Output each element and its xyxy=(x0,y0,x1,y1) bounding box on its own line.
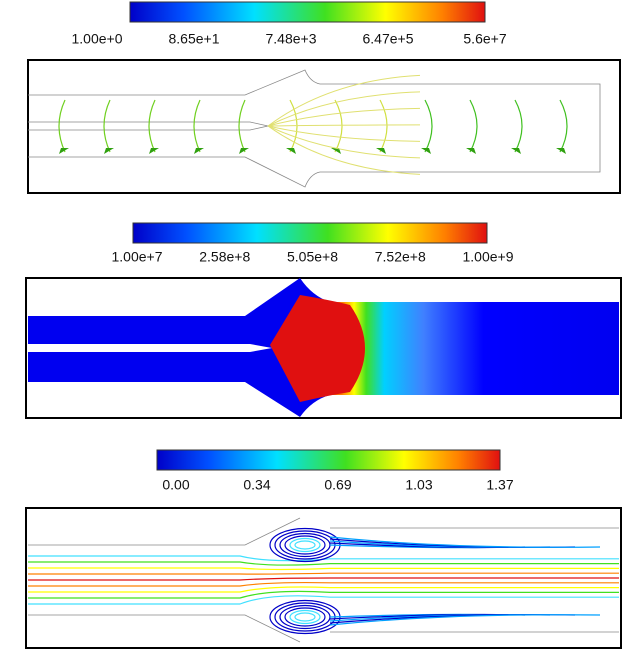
arrow xyxy=(556,148,566,154)
arrow xyxy=(286,148,296,154)
arrow xyxy=(466,148,476,154)
colorbar-tick-label: 1.00e+7 xyxy=(112,249,163,265)
streamline xyxy=(267,124,421,127)
arrow xyxy=(59,148,69,154)
streamline xyxy=(28,572,619,575)
streamline xyxy=(238,99,246,153)
streamline xyxy=(28,590,619,599)
colorbar-tick-label: 1.03 xyxy=(405,477,432,493)
streamline xyxy=(267,74,421,127)
colorbar-tick-label: 7.48e+3 xyxy=(266,31,317,47)
streamline xyxy=(469,99,478,153)
colorbar xyxy=(156,449,501,471)
arrow xyxy=(331,148,341,154)
pressure-field xyxy=(270,295,365,402)
colorbar-tick-label: 0.69 xyxy=(324,477,351,493)
pressure-field xyxy=(318,302,619,395)
streamline xyxy=(148,99,156,153)
streamline xyxy=(267,125,421,175)
arrow xyxy=(149,148,159,154)
streamlines xyxy=(28,517,619,643)
vortex xyxy=(289,609,321,625)
streamline xyxy=(28,567,619,571)
colorbar-tick-label: 1.00e+0 xyxy=(72,31,123,47)
needle xyxy=(28,344,272,352)
streamline xyxy=(514,99,523,153)
streamline xyxy=(267,125,421,159)
colorbar-tick-label: 1.37 xyxy=(486,477,513,493)
streamline xyxy=(193,99,201,153)
colorbar-tick-label: 1.00e+9 xyxy=(463,249,514,265)
colorbar-tick-label: 5.05e+8 xyxy=(287,249,338,265)
streamline xyxy=(267,125,421,142)
vortex xyxy=(294,540,316,550)
colorbar xyxy=(129,1,486,23)
streamline xyxy=(58,99,66,153)
colorbar-tick-label: 5.6e+7 xyxy=(463,31,506,47)
streamline xyxy=(559,99,568,153)
streamline xyxy=(28,595,619,605)
arrow xyxy=(239,148,249,154)
arrow xyxy=(194,148,204,154)
channel-outline xyxy=(28,517,619,643)
panel-frame xyxy=(27,59,621,194)
streamline xyxy=(103,99,111,153)
streamline xyxy=(28,561,619,566)
vortex xyxy=(294,612,316,622)
arrow xyxy=(421,148,431,154)
arrow xyxy=(104,148,114,154)
vortex xyxy=(284,607,326,627)
streamline xyxy=(267,91,421,127)
vortex-tail xyxy=(329,614,601,626)
colorbar-tick-label: 8.65e+1 xyxy=(169,31,220,47)
colorbar-tick-label: 0.34 xyxy=(243,477,270,493)
streamline xyxy=(267,107,421,127)
arrow xyxy=(511,148,521,154)
streamline xyxy=(28,555,619,562)
vortex xyxy=(284,535,326,555)
colorbar-tick-label: 6.47e+5 xyxy=(363,31,414,47)
streamline xyxy=(28,581,619,587)
vortex-tail xyxy=(329,536,601,548)
arrow xyxy=(376,148,386,154)
streamline xyxy=(424,99,433,153)
colorbar-tick-label: 0.00 xyxy=(162,477,189,493)
streamline xyxy=(28,577,619,581)
streamline xyxy=(28,586,619,593)
colorbar-tick-label: 7.52e+8 xyxy=(375,249,426,265)
colorbar-tick-label: 2.58e+8 xyxy=(199,249,250,265)
streamline xyxy=(379,99,388,153)
streamline xyxy=(334,99,343,153)
colorbar xyxy=(132,222,488,244)
vortex xyxy=(289,537,321,553)
